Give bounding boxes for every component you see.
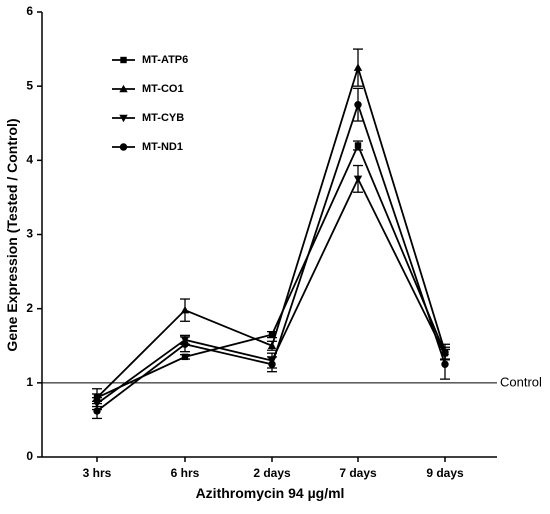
data-point-marker bbox=[268, 360, 276, 368]
legend-item: MT-ND1 bbox=[112, 141, 183, 153]
x-axis-ticks: 3 hrs 6 hrs 2 days 7 days 9 days bbox=[83, 457, 464, 480]
y-axis-title: Gene Expression (Tested / Control) bbox=[4, 118, 20, 351]
legend: MT-ATP6 MT-CO1 MT-CYB MT-ND1 bbox=[112, 54, 188, 153]
x-tick-label: 3 hrs bbox=[83, 466, 112, 480]
legend-label: MT-ATP6 bbox=[142, 54, 188, 66]
data-point-marker bbox=[180, 305, 190, 314]
axes: Control bbox=[41, 12, 542, 458]
legend-label: MT-ND1 bbox=[142, 141, 183, 153]
y-tick-label: 4 bbox=[26, 153, 33, 167]
y-tick-label: 3 bbox=[26, 227, 33, 241]
y-tick-label: 0 bbox=[26, 449, 33, 463]
data-point-marker bbox=[93, 407, 101, 415]
legend-item: MT-ATP6 bbox=[112, 54, 188, 66]
x-tick-label: 2 days bbox=[253, 466, 291, 480]
x-tick-label: 9 days bbox=[426, 466, 464, 480]
legend-item: MT-CYB bbox=[112, 112, 184, 124]
x-axis-title: Azithromycin 94 µg/ml bbox=[196, 485, 345, 501]
series-line bbox=[96, 176, 446, 405]
series-group bbox=[92, 48, 450, 420]
data-point-marker bbox=[353, 175, 363, 184]
data-point-marker bbox=[181, 353, 189, 361]
data-point-marker bbox=[441, 360, 449, 368]
series-mt-cyb bbox=[92, 164, 450, 411]
data-point-marker bbox=[181, 340, 189, 348]
legend-marker bbox=[119, 114, 128, 123]
x-tick-label: 6 hrs bbox=[171, 466, 200, 480]
legend-marker bbox=[119, 84, 128, 93]
legend-marker bbox=[120, 56, 127, 64]
y-axis-ticks: 0 1 2 3 4 5 6 bbox=[26, 4, 42, 463]
data-point-marker bbox=[354, 101, 362, 109]
legend-item: MT-CO1 bbox=[112, 83, 184, 95]
legend-marker bbox=[119, 143, 128, 151]
y-tick-label: 2 bbox=[26, 301, 33, 315]
data-point-marker bbox=[267, 341, 277, 349]
y-tick-label: 6 bbox=[26, 4, 33, 18]
data-point-marker bbox=[354, 142, 362, 149]
y-tick-label: 5 bbox=[26, 78, 33, 92]
x-tick-label: 7 days bbox=[339, 466, 377, 480]
y-tick-label: 1 bbox=[26, 375, 33, 389]
data-point-marker bbox=[268, 331, 276, 338]
series-mt-nd1 bbox=[92, 87, 450, 420]
data-point-marker bbox=[353, 63, 363, 71]
legend-label: MT-CYB bbox=[142, 112, 184, 124]
control-reference-label: Control bbox=[500, 374, 542, 389]
legend-label: MT-CO1 bbox=[142, 83, 184, 95]
